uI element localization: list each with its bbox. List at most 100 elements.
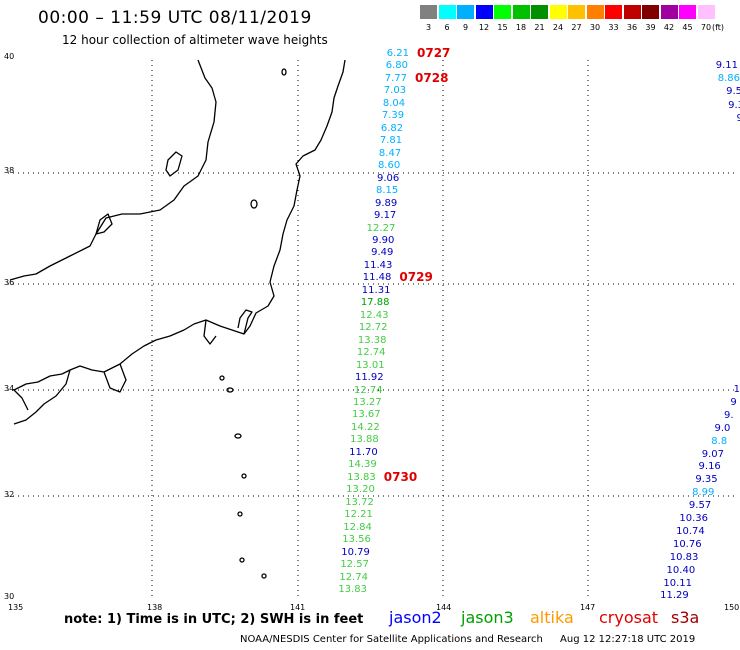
legend-label: 36 xyxy=(626,23,638,32)
wave-height-label: 8.86 xyxy=(717,73,740,85)
latitude-label: 32 xyxy=(4,490,15,499)
wave-height-label: 11.70 xyxy=(349,446,378,458)
legend-swatch xyxy=(475,5,493,19)
wave-height-label: 13.83 xyxy=(347,471,376,483)
wave-height-label: 9. xyxy=(736,112,740,124)
wave-height-label: 9 xyxy=(708,126,740,137)
wave-height-label: 11.92 xyxy=(354,372,384,384)
legend-label: 24 xyxy=(552,23,564,32)
wave-height-label: 12.72 xyxy=(358,322,388,334)
wave-height-label: 7.39 xyxy=(381,110,405,122)
legend-swatch xyxy=(512,5,530,19)
legend-label: 42 xyxy=(663,23,675,32)
satellite-name: cryosat xyxy=(599,608,659,627)
wave-height-label: 12.74 xyxy=(353,384,383,396)
legend-swatch xyxy=(568,5,585,19)
wave-height-label: 13.88 xyxy=(350,434,379,446)
wave-height-label: 9 xyxy=(730,396,737,408)
wave-height-label: 12.74 xyxy=(339,571,368,583)
wave-height-label: 10.79 xyxy=(341,546,370,558)
wave-height-label: 9.35 xyxy=(695,474,718,486)
coastline xyxy=(9,59,346,579)
wave-height-label: 9.5 xyxy=(726,86,740,98)
wave-height-label: 10.74 xyxy=(676,525,705,537)
wave-height-label: 12.74 xyxy=(356,347,386,359)
wave-height-label: 7.03 xyxy=(383,85,407,97)
legend-label: 21 xyxy=(534,23,545,32)
wave-height-label: 9.07 xyxy=(701,448,724,460)
wave-height-label: 13.72 xyxy=(345,496,374,508)
wave-height-label: 8.15 xyxy=(375,185,399,197)
wave-height-label: 12.57 xyxy=(340,559,369,571)
wave-height-label: 8 xyxy=(710,139,740,150)
legend-swatch xyxy=(531,5,548,19)
wave-height-label: 11.31 xyxy=(361,284,391,296)
legend-label: 6 xyxy=(444,23,450,32)
wave-height-label: 9.90 xyxy=(372,234,395,246)
footer: NOAA/NESDIS Center for Satellite Applica… xyxy=(240,634,709,645)
wave-height-label: 12.84 xyxy=(343,521,372,533)
legend-label: 30 xyxy=(589,23,601,32)
legend-label: 33 xyxy=(608,23,619,32)
wave-height-label: 9. xyxy=(724,409,734,421)
wave-height-label: 10.40 xyxy=(666,564,696,576)
legend-label: 27 xyxy=(571,23,582,32)
longitude-label: 147 xyxy=(580,603,596,612)
satellite-name: jason3 xyxy=(461,608,514,627)
wave-height-label: 6.21 xyxy=(386,48,409,59)
wave-height-label: 8.8 xyxy=(711,435,728,447)
latitude-label: 38 xyxy=(4,166,15,175)
legend-label: 9 xyxy=(462,23,469,32)
wave-height-label: 9.89 xyxy=(375,197,398,209)
wave-height-label: 9.57 xyxy=(688,500,712,512)
wave-height-label: 14.22 xyxy=(351,421,380,433)
legend-swatch xyxy=(549,5,567,19)
satellite-name: s3a xyxy=(671,608,700,627)
longitude-label: 138 xyxy=(147,603,163,612)
longitude-label: 135 xyxy=(8,603,24,612)
pass-time-label: 0729 xyxy=(399,270,433,285)
latitude-label: 40 xyxy=(4,52,15,61)
legend-swatch xyxy=(660,5,678,19)
wave-height-label: 6.80 xyxy=(385,60,409,72)
legend-swatch xyxy=(457,5,474,19)
map-title: 00:00 – 11:59 UTC 08/11/2019 xyxy=(38,8,312,28)
footer-timestamp: Aug 12 12:27:18 UTC 2019 xyxy=(560,634,696,645)
wave-height-label: 6.82 xyxy=(380,122,404,134)
wave-height-label: 10.76 xyxy=(672,538,702,550)
wave-height-label: 1 xyxy=(733,384,740,395)
wave-height-label: 9.06 xyxy=(376,172,400,184)
legend-label: 18 xyxy=(515,23,527,32)
satellite-name: jason2 xyxy=(389,608,442,627)
note-text: note: 1) Time is in UTC; 2) SWH is in fe… xyxy=(64,612,364,627)
legend-unit: (ft) xyxy=(712,23,725,32)
wave-height-label: 10.11 xyxy=(663,577,692,589)
satellite-name: altika xyxy=(530,608,574,627)
legend-swatch xyxy=(586,5,604,19)
wave-height-label: 10.36 xyxy=(679,513,708,524)
wave-height-label: 13.27 xyxy=(353,397,382,409)
wave-height-label: 9.0 xyxy=(714,422,731,434)
wave-height-label: 11.29 xyxy=(660,590,689,602)
pass-time-label: 0730 xyxy=(383,469,418,484)
latitude-label: 34 xyxy=(4,384,15,393)
wave-height-label: 12.43 xyxy=(359,309,389,321)
wave-height-label: 13.56 xyxy=(342,534,371,546)
wave-height-label: 9.49 xyxy=(371,247,394,259)
wave-height-label: 13.83 xyxy=(338,584,367,595)
wave-height-label: 13.67 xyxy=(352,409,381,421)
wave-height-label: 8.99 xyxy=(692,487,715,499)
wave-height-label: 12.27 xyxy=(366,222,396,234)
wave-height-label: 9.3 xyxy=(728,99,740,111)
legend-swatch xyxy=(494,5,511,19)
wave-height-label: 8.47 xyxy=(378,147,402,159)
legend-label: 12 xyxy=(478,23,490,32)
wave-height-label: 8.60 xyxy=(377,160,401,172)
wave-height-label: 7.77 xyxy=(384,72,408,84)
longitude-label: 150 xyxy=(724,603,740,612)
longitude-label: 141 xyxy=(290,603,306,612)
legend-swatch xyxy=(697,5,715,19)
legend-label: 39 xyxy=(645,23,656,32)
wave-height-label: 9.11 xyxy=(715,60,738,71)
